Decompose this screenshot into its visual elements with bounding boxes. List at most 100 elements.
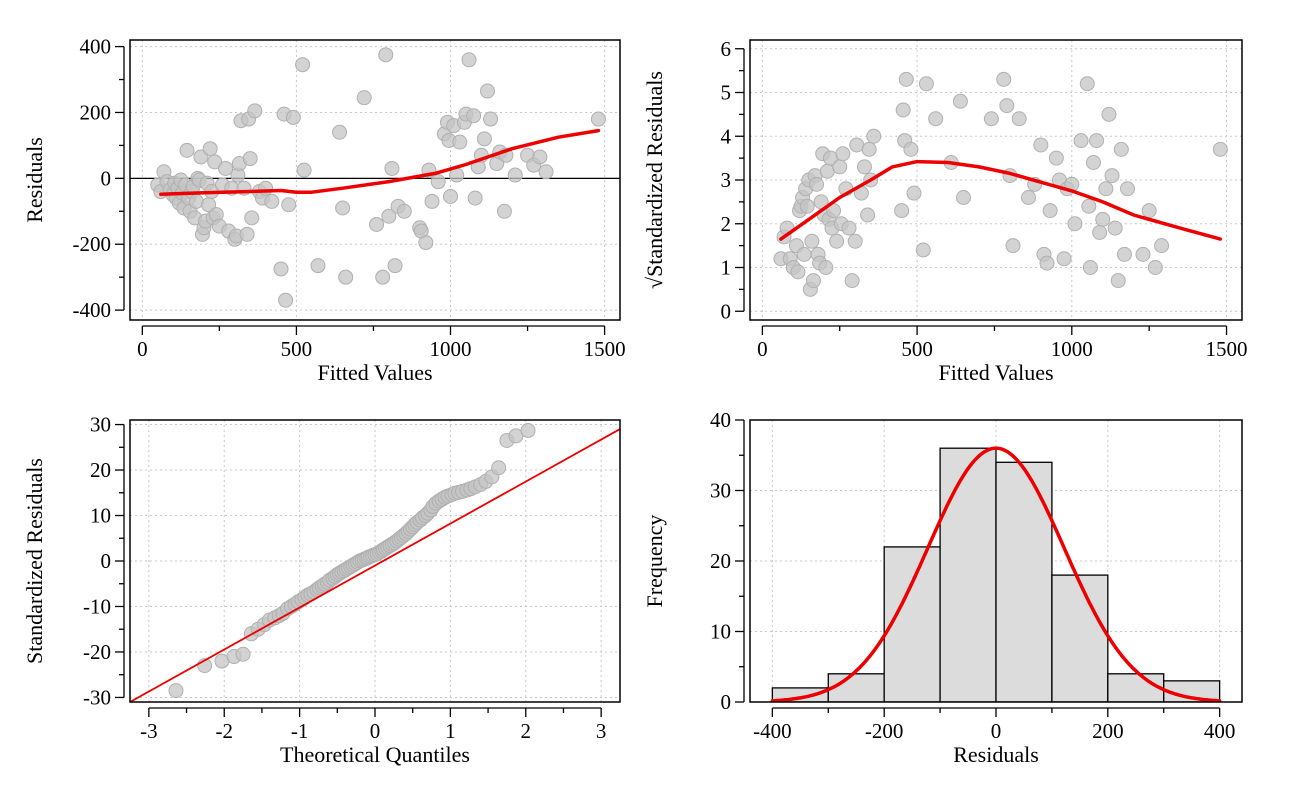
x-tick-label: 3 <box>596 719 607 743</box>
data-point <box>1147 260 1163 275</box>
data-point <box>384 160 400 176</box>
qq-reference-line <box>130 428 620 702</box>
plot-area <box>770 446 1222 702</box>
x-tick-label: 200 <box>1092 719 1124 743</box>
data-point <box>532 149 548 165</box>
data-point <box>1081 198 1097 214</box>
x-tick-label: 0 <box>370 719 381 743</box>
smooth-fit-line <box>159 128 601 196</box>
y-tick-label: 0 <box>101 549 112 573</box>
data-point <box>1107 220 1123 236</box>
data-point <box>296 162 312 178</box>
data-point <box>424 193 440 209</box>
data-point <box>378 47 394 63</box>
y-tick-label: 4 <box>721 124 732 148</box>
x-tick-label: -3 <box>140 719 158 743</box>
data-point <box>928 111 944 127</box>
data-point <box>1011 111 1027 127</box>
data-point <box>1039 255 1055 271</box>
y-axis-label: Residuals <box>22 137 47 223</box>
data-point <box>835 146 851 162</box>
x-tick-label: 1000 <box>430 337 472 361</box>
data-point <box>1020 190 1036 205</box>
data-point <box>829 233 845 249</box>
data-point <box>918 76 934 92</box>
data-point <box>847 233 863 249</box>
y-axis-label: √Standardized Residuals <box>642 71 667 289</box>
data-point <box>895 102 911 118</box>
data-point <box>242 151 258 167</box>
x-tick-label: -1 <box>291 719 309 743</box>
data-point <box>841 220 857 236</box>
y-tick-label: 40 <box>710 408 731 432</box>
x-axis-label: Fitted Values <box>317 360 432 385</box>
y-tick-label: -200 <box>73 232 112 256</box>
data-point <box>387 258 403 274</box>
data-point <box>1120 181 1136 197</box>
plot-area <box>130 47 620 308</box>
x-axis-label: Theoretical Quantiles <box>280 742 470 767</box>
data-point <box>1082 260 1098 275</box>
plot-frame <box>749 39 1243 321</box>
panel-scale-location: 0 1 2 3 4 5 6 0 500 1000 1500 Fitted Values √Standar… <box>642 37 1248 385</box>
data-point <box>844 273 860 289</box>
data-point <box>906 185 922 201</box>
x-tick-label: 0 <box>991 719 1002 743</box>
data-point <box>996 71 1012 87</box>
data-point <box>1141 203 1157 219</box>
data-point <box>278 292 294 308</box>
data-point <box>295 57 311 73</box>
y-tick-label: 400 <box>80 35 112 59</box>
y-axis-label: Standardized Residuals <box>22 458 47 664</box>
data-point <box>1085 155 1101 170</box>
data-point <box>903 141 919 157</box>
data-point <box>1005 238 1021 254</box>
data-point <box>1092 225 1108 240</box>
data-point <box>1089 133 1105 149</box>
data-point <box>832 159 848 175</box>
data-point <box>861 141 877 157</box>
data-point <box>538 0 552 7</box>
plot-area <box>773 71 1228 297</box>
data-point <box>338 269 354 285</box>
plot-frame <box>129 419 621 703</box>
data-point <box>273 261 289 277</box>
histogram-bar <box>995 461 1053 702</box>
data-point <box>443 188 459 204</box>
data-point <box>1042 203 1058 219</box>
normal-density-curve <box>770 446 1222 702</box>
data-point <box>818 260 834 275</box>
data-point <box>805 273 821 289</box>
data-point <box>496 203 512 219</box>
data-point <box>244 210 260 226</box>
y-tick-label: 30 <box>90 413 111 437</box>
x-axis-label: Fitted Values <box>938 360 1053 385</box>
histogram-bar <box>939 447 997 702</box>
data-point <box>1073 133 1089 149</box>
panel-residual-histogram: 0 10 20 30 40 -400 -200 0 200 400 Residuals Frequen… <box>642 408 1243 767</box>
data-point <box>1101 106 1117 122</box>
x-tick-label: 500 <box>901 337 933 361</box>
x-tick-label: 2 <box>521 719 532 743</box>
y-tick-label: 10 <box>710 620 731 644</box>
y-tick-label: 20 <box>710 549 731 573</box>
data-point <box>898 71 914 87</box>
x-tick-label: 400 <box>1204 719 1236 743</box>
y-tick-label: 200 <box>80 100 112 124</box>
data-point <box>894 203 910 219</box>
data-point <box>1048 150 1064 166</box>
y-tick-label: -10 <box>83 594 111 618</box>
y-tick-label: 0 <box>721 299 732 323</box>
data-point <box>1113 141 1129 157</box>
data-point <box>538 164 554 180</box>
data-point <box>1110 273 1126 289</box>
data-point <box>1104 168 1120 184</box>
data-point <box>396 203 412 219</box>
smooth-fit-line <box>779 159 1223 241</box>
histogram-bar <box>1107 673 1165 702</box>
data-point <box>218 160 234 176</box>
data-point <box>799 198 815 214</box>
y-tick-label: 10 <box>90 504 111 528</box>
